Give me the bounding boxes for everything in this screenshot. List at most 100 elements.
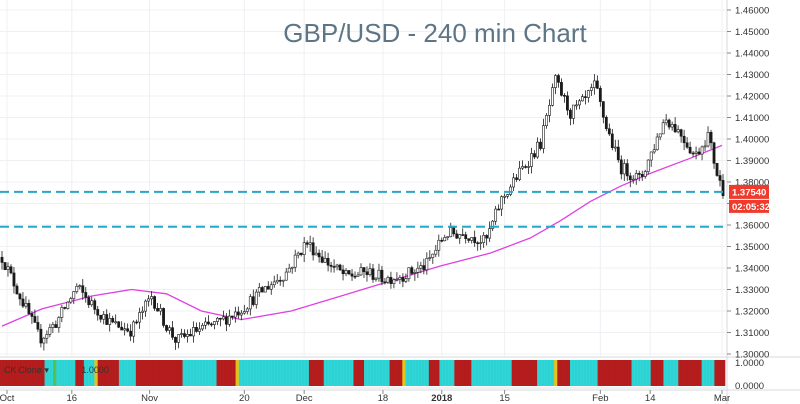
candle-body — [688, 146, 692, 154]
candle-body — [242, 311, 246, 314]
y-tick-label: 1.38000 — [735, 178, 769, 189]
candle-body — [317, 252, 321, 258]
x-tick-label: Feb — [592, 393, 608, 404]
indicator-segment — [235, 360, 240, 386]
candle-body — [371, 268, 375, 280]
candle-body — [679, 129, 683, 137]
candle-body — [248, 296, 252, 310]
candle-body — [670, 124, 674, 128]
candle-body — [721, 180, 725, 196]
candle-body — [482, 235, 486, 243]
candle-body — [628, 175, 632, 181]
candle-body — [580, 96, 584, 102]
candle-body — [189, 334, 192, 337]
x-tick-label: 15 — [499, 393, 510, 404]
plot-area[interactable] — [0, 0, 726, 356]
candle-body — [404, 278, 408, 282]
candle-body — [230, 315, 234, 318]
candle-body — [440, 239, 444, 242]
candle-body — [473, 237, 477, 244]
x-tick-label: 20 — [239, 393, 250, 404]
indicator-segment — [83, 360, 95, 386]
indicator-segment — [97, 360, 120, 386]
x-tick-label: Mar — [714, 393, 730, 404]
candle-body — [216, 317, 219, 322]
candle-body — [640, 174, 644, 177]
candle-body — [183, 333, 186, 337]
indicator-segment — [56, 360, 76, 386]
candle-body — [673, 124, 677, 133]
indicator-segment — [216, 360, 236, 386]
candle-body — [233, 311, 237, 318]
candle-body — [6, 266, 10, 270]
candle-body — [536, 141, 539, 158]
candle-body — [500, 196, 504, 210]
candle-body — [634, 173, 638, 180]
candle-body — [374, 277, 378, 280]
candle-body — [21, 298, 25, 307]
candle-body — [572, 104, 575, 119]
indicator-segment — [389, 360, 403, 386]
candle-body — [560, 82, 563, 96]
candle-body — [646, 159, 650, 172]
indicator-segment — [650, 360, 664, 386]
indicator-label[interactable]: CK Clone ▾ 1.0000 — [4, 365, 109, 375]
candle-body — [147, 298, 150, 302]
candle-body — [649, 151, 653, 161]
y-tick-label: 1.31000 — [735, 328, 769, 339]
candle-body — [114, 321, 118, 324]
candle-body — [347, 270, 351, 275]
candle-body — [308, 242, 312, 245]
candle-body — [326, 258, 330, 266]
time-axis[interactable]: Oct 16 Nov 20 Dec 18 2018 15 Feb 14 Mar — [0, 389, 800, 404]
candle-body — [575, 104, 578, 107]
candle-body — [637, 173, 641, 175]
indicator-segment — [439, 360, 455, 386]
candle-body — [245, 308, 249, 312]
candle-body — [350, 273, 354, 277]
countdown-label: 02:05:32 — [732, 202, 770, 213]
candle-body — [102, 314, 106, 320]
countdown-tag — [729, 199, 769, 213]
candle-body — [569, 109, 572, 119]
candle-body — [667, 119, 671, 128]
candle-body — [449, 227, 453, 237]
indicator-segment — [308, 360, 325, 386]
candle-body — [63, 307, 67, 309]
candle-body — [461, 234, 465, 236]
candle-body — [224, 316, 228, 325]
candle-body — [622, 163, 626, 175]
candle-body — [464, 234, 468, 240]
candle-body — [434, 249, 438, 255]
candle-body — [168, 327, 171, 331]
indicator-axis-bottom: 0.0000 — [735, 381, 764, 392]
candle-body — [383, 281, 387, 284]
candle-body — [108, 318, 112, 325]
candle-body — [69, 298, 73, 303]
indicator-segment — [182, 360, 217, 386]
candle-body — [455, 233, 459, 239]
indicator-segment — [537, 360, 555, 386]
indicator-panel: CK Clone ▾ 1.0000 1.0000 0.0000 — [0, 356, 800, 392]
candle-body — [141, 310, 145, 313]
candle-body — [159, 308, 162, 312]
candle-body — [691, 152, 695, 155]
candle-body — [57, 317, 61, 328]
candle-body — [3, 262, 7, 270]
candle-body — [479, 242, 483, 244]
y-tick-label: 1.40000 — [735, 135, 769, 146]
candle-body — [422, 265, 426, 271]
candle-body — [470, 237, 474, 241]
candle-body — [362, 267, 366, 273]
candle-body — [706, 131, 710, 147]
candle-body — [703, 145, 707, 148]
candle-body — [126, 328, 130, 332]
candle-body — [676, 129, 680, 133]
indicator-segment — [94, 360, 98, 386]
candle-body — [0, 256, 4, 263]
candle-body — [530, 153, 533, 167]
current-price-tag — [729, 184, 769, 199]
candle-body — [33, 316, 37, 323]
candle-body — [132, 321, 136, 337]
candle-body — [30, 313, 34, 317]
